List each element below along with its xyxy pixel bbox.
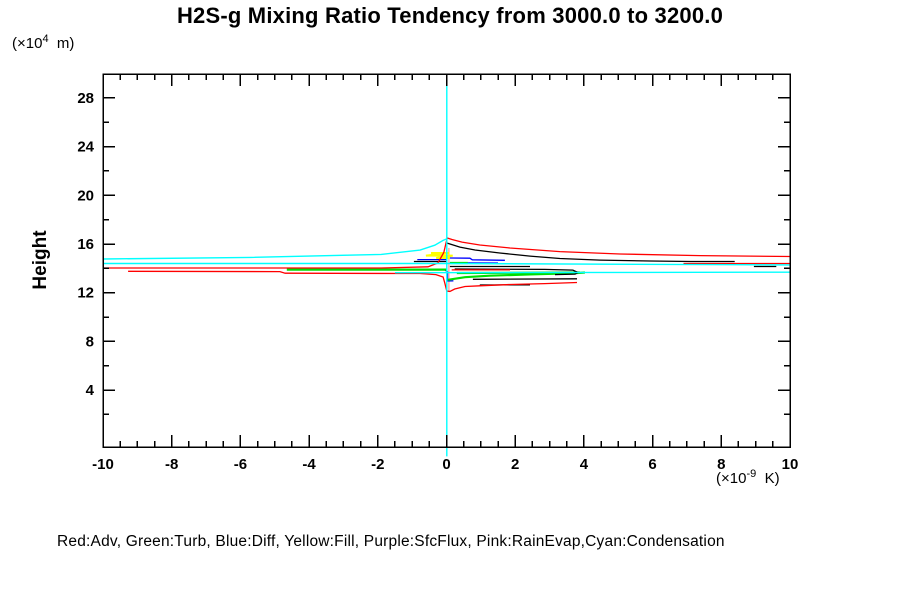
series-Condensation-line xyxy=(394,271,791,274)
y-tick-label: 20 xyxy=(77,187,94,204)
series-Condensation-line xyxy=(103,262,791,266)
series-Adv-line xyxy=(103,237,791,269)
x-tick-label: -2 xyxy=(371,456,384,473)
series-Condensation-line xyxy=(102,238,448,260)
y-axis-unit-label: (×104 m) xyxy=(12,33,74,52)
x-tick-label: 2 xyxy=(511,456,519,473)
series-Fill-line xyxy=(425,252,453,259)
x-axis-unit-label: (×10-9 K) xyxy=(716,468,780,487)
x-tick-label: 0 xyxy=(442,456,450,473)
series-black-total-line xyxy=(472,278,578,280)
legend-text: Red:Adv, Green:Turb, Blue:Diff, Yellow:F… xyxy=(57,533,725,550)
x-unit-prefix: (×10 xyxy=(716,470,747,487)
x-unit-exponent: -9 xyxy=(746,468,757,480)
y-tick-label: 28 xyxy=(77,90,94,107)
x-tick-label: 8 xyxy=(717,456,725,473)
x-tick-label: -10 xyxy=(92,456,114,473)
y-unit-prefix: (×10 xyxy=(12,35,43,52)
x-tick-label: 6 xyxy=(648,456,656,473)
y-tick-label: 8 xyxy=(86,333,94,350)
x-tick-label: 10 xyxy=(782,456,799,473)
x-tick-label: 4 xyxy=(580,456,589,473)
series-black-total-line xyxy=(454,268,580,276)
x-tick-label: -6 xyxy=(234,456,247,473)
series-black-total-line xyxy=(446,242,735,263)
x-unit-suffix: K) xyxy=(756,470,780,487)
y-tick-label: 4 xyxy=(86,382,95,399)
y-unit-suffix: m) xyxy=(48,35,75,52)
chart-title: H2S-g Mixing Ratio Tendency from 3000.0 … xyxy=(176,3,724,28)
y-tick-label: 16 xyxy=(77,236,94,253)
series-Diff-line xyxy=(449,257,505,261)
y-tick-label: 12 xyxy=(77,285,94,302)
y-unit-exponent: 4 xyxy=(42,33,49,45)
x-tick-label: -8 xyxy=(165,456,178,473)
x-tick-label: -4 xyxy=(302,456,316,473)
y-tick-label: 24 xyxy=(77,139,94,156)
